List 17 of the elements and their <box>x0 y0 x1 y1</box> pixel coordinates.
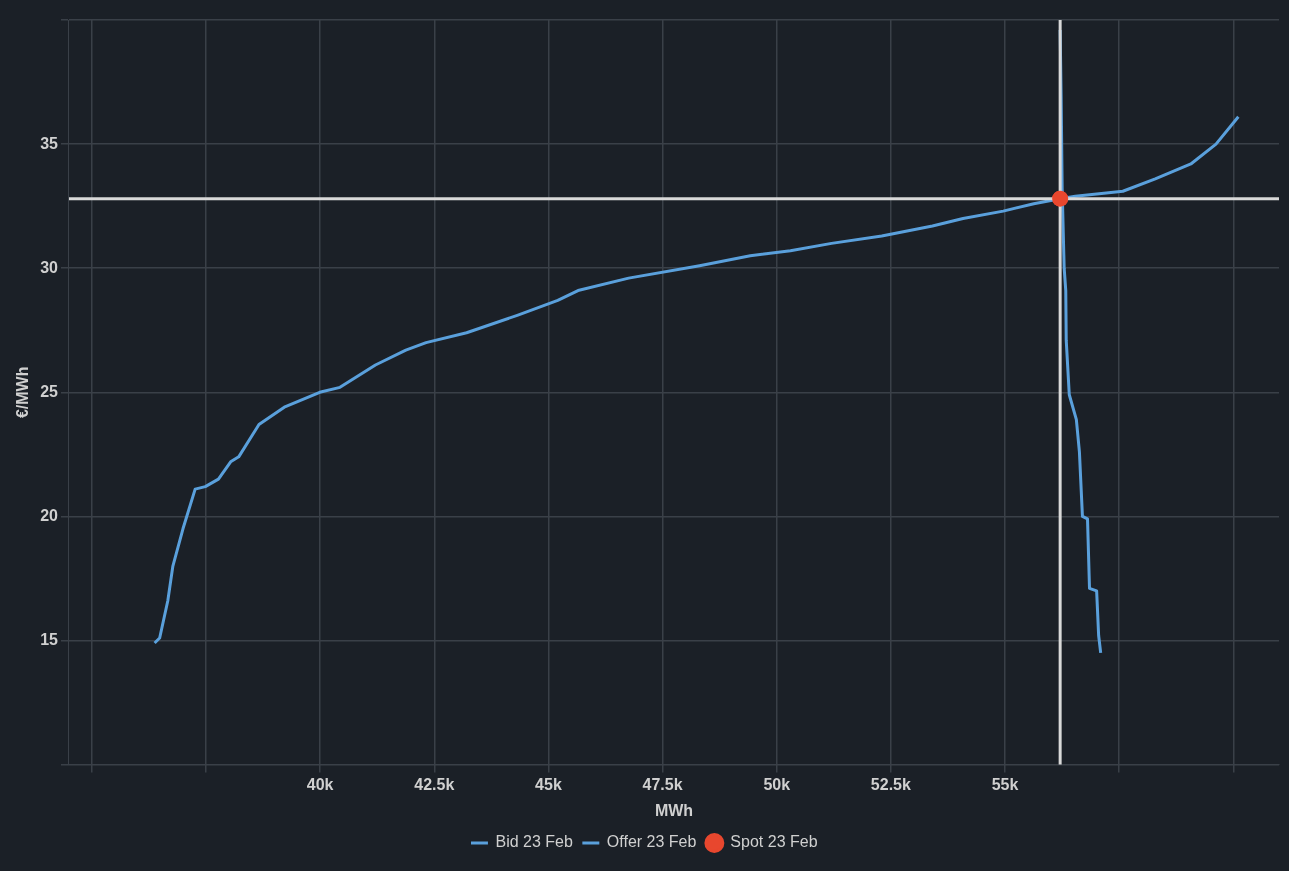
y-tick-label: 15 <box>40 630 59 648</box>
x-tick-label: 42.5k <box>414 775 455 793</box>
legend-label: Offer 23 Feb <box>606 833 697 851</box>
x-tick-label: 55k <box>991 775 1019 793</box>
legend-label: Spot 23 Feb <box>730 833 818 851</box>
x-axis-title: MWh <box>654 801 694 819</box>
x-tick-label: 45k <box>535 775 562 793</box>
legend-label: Bid 23 Feb <box>495 833 573 851</box>
y-tick-label: 30 <box>40 258 59 276</box>
x-tick-label: 50k <box>763 775 791 793</box>
y-tick-label: 25 <box>40 382 59 400</box>
y-tick-label: 35 <box>40 134 59 152</box>
y-tick-label: 20 <box>40 506 59 524</box>
x-tick-label: 47.5k <box>642 775 683 793</box>
x-tick-label: 40k <box>306 775 334 793</box>
y-axis-title: €/MWh <box>14 366 32 419</box>
x-tick-label: 52.5k <box>870 775 911 793</box>
